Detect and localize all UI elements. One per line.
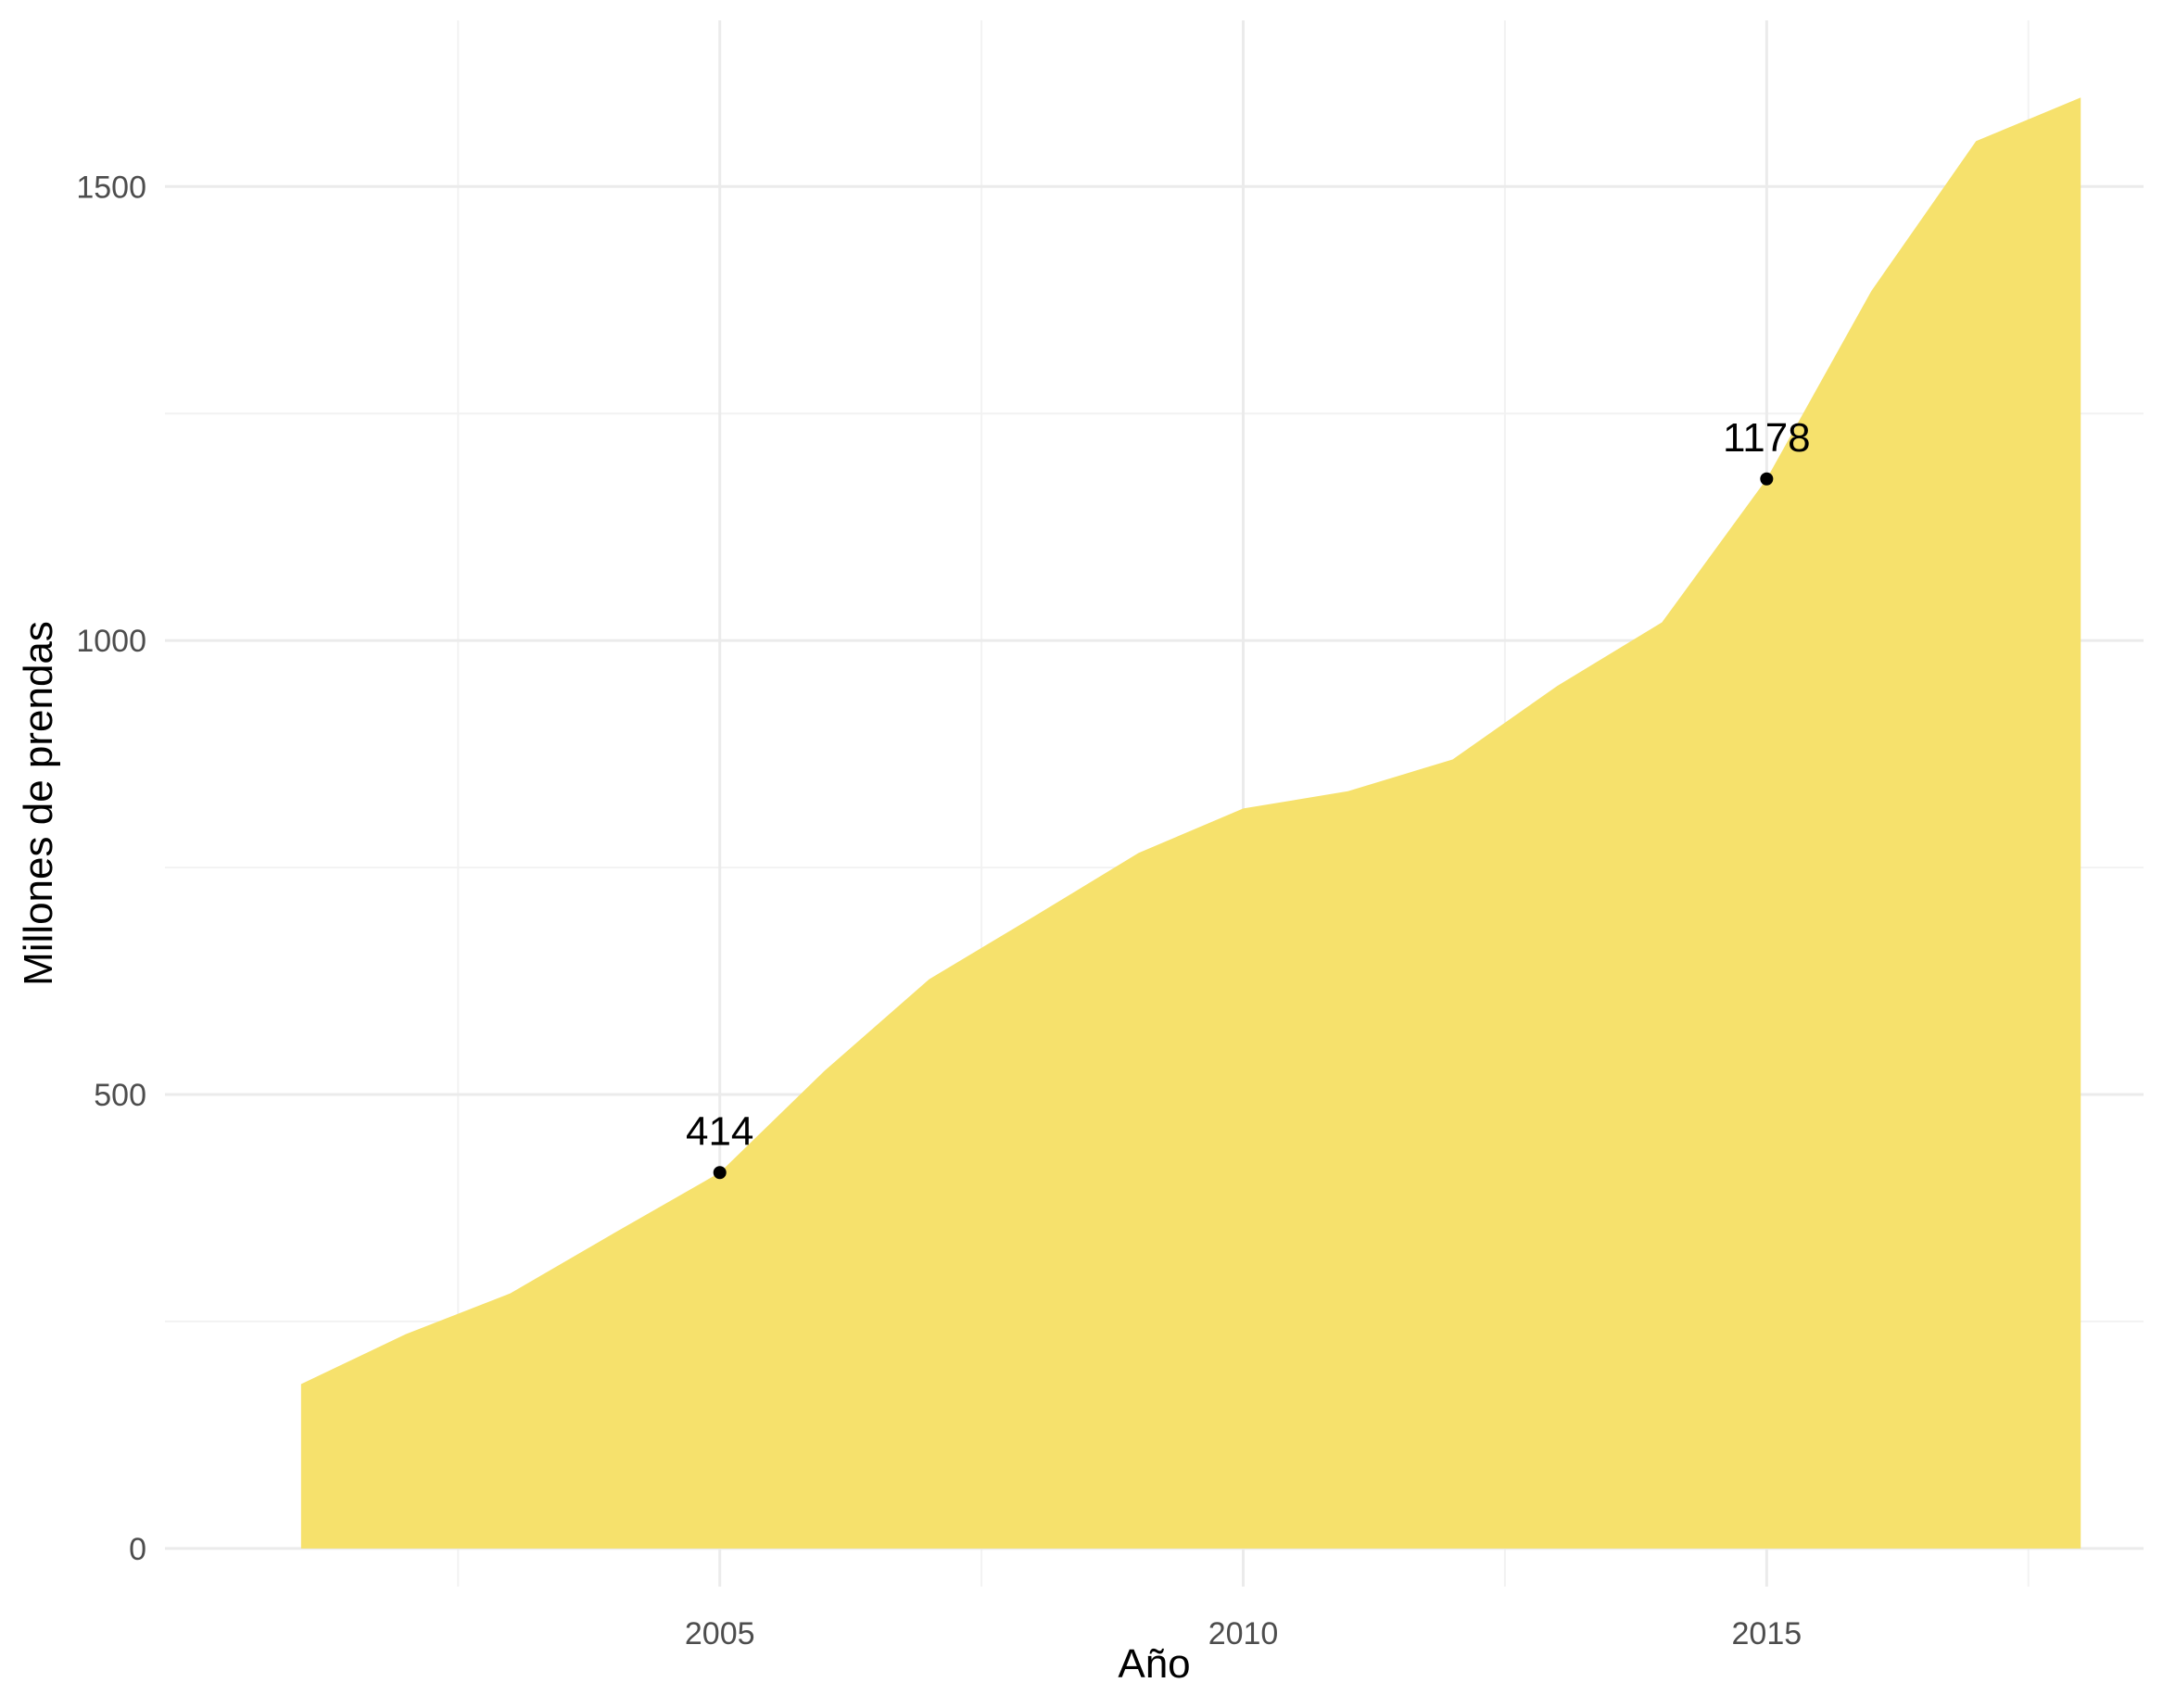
y-tick-label: 0 [129, 1532, 146, 1567]
x-axis-ticks: 2005 2010 2015 [685, 1616, 1802, 1651]
y-axis-ticks: 0 500 1000 1500 [76, 170, 146, 1567]
y-tick-label: 500 [94, 1078, 146, 1113]
x-axis-title: Año [1118, 1641, 1190, 1687]
data-point [1760, 472, 1774, 486]
x-tick-label: 2005 [685, 1616, 755, 1651]
y-tick-label: 1500 [76, 170, 146, 205]
x-tick-label: 2010 [1208, 1616, 1279, 1651]
data-point [713, 1166, 727, 1180]
area-fill [300, 97, 2081, 1549]
data-label: 1178 [1723, 415, 1811, 461]
y-tick-label: 1000 [76, 624, 146, 659]
y-axis-title: Millones de prendas [16, 621, 61, 986]
data-label: 414 [686, 1108, 753, 1154]
area-series [300, 97, 2081, 1549]
x-tick-label: 2015 [1732, 1616, 1802, 1651]
annotation-points: 414 1178 [686, 415, 1811, 1180]
